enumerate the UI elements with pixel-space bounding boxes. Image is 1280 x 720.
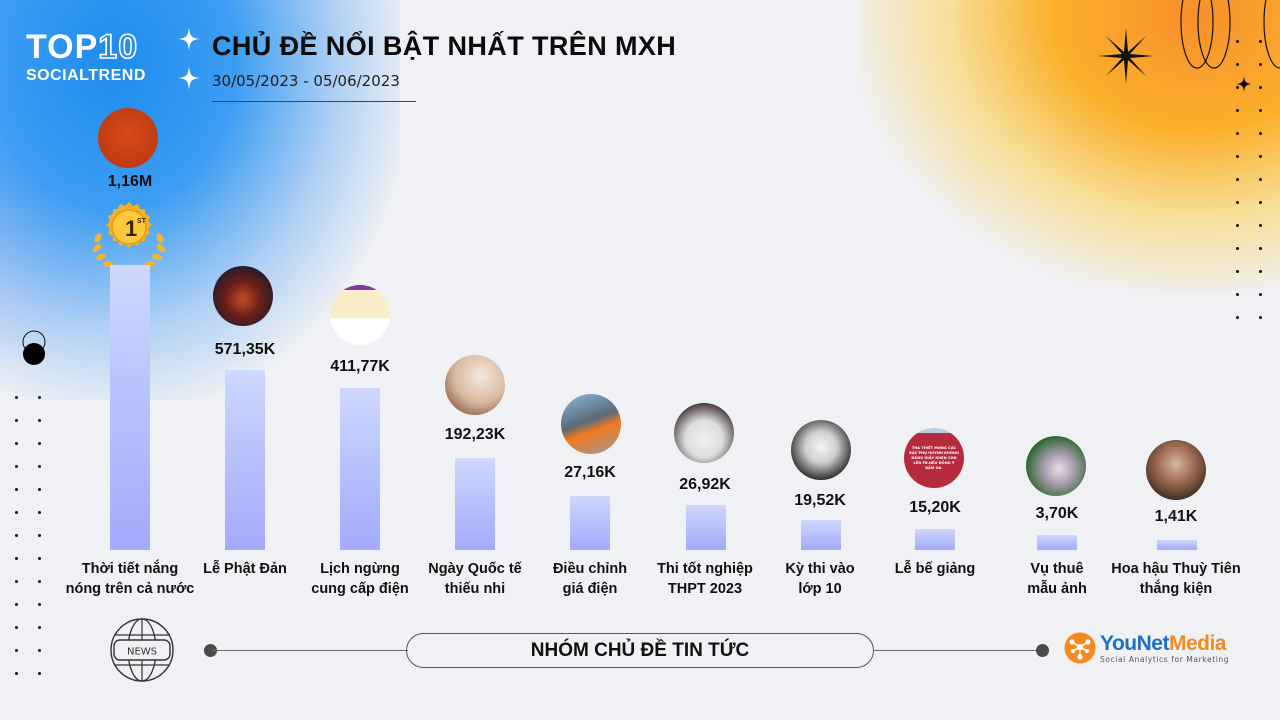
bar[interactable] [570,496,610,550]
brand-sub: SOCIALTREND [26,67,146,84]
date-underline [212,101,416,102]
bar-label: Lễ bế giảng [894,561,976,577]
bar-value: 411,77K [330,358,390,375]
news-globe-icon: NEWS [110,618,174,682]
timeline-dot-left [204,644,217,657]
date-range: 30/05/2023 - 05/06/2023 [212,72,400,90]
electricians-thumbnail [561,394,621,454]
students-exam-thumbnail [674,403,734,463]
dot-grid-right [1236,40,1262,319]
timeline-line-right [873,650,1037,651]
page-title: CHỦ ĐỀ NỔI BẬT NHẤT TRÊN MXH [212,31,677,61]
students-masks-thumbnail [791,420,851,480]
bar-value: 3,70K [1035,505,1079,522]
small-sparkle-icon [1236,76,1252,92]
bar[interactable] [455,458,495,550]
bar-value: 1,16M [107,173,153,190]
bar-label: Vụ thuê mẫu ảnh [1027,561,1087,597]
topic-group-pill: NHÓM CHỦ ĐỀ TIN TỨC [406,633,874,668]
bar[interactable] [225,370,265,550]
bar[interactable] [686,505,726,550]
svg-text:ST: ST [137,218,147,225]
brand-top-prefix: TOP [26,28,99,66]
younet-media-logo: YouNetMedia Social Analytics for Marketi… [1064,632,1229,664]
bar-label: Lịch ngừng cung cấp điện [311,561,409,597]
bar[interactable] [1037,535,1077,550]
bar-label: Ngày Quốc tế thiếu nhi [428,561,522,597]
bar-label: Thi tốt nghiệp THPT 2023 [657,561,753,597]
schedule-table-thumbnail [330,285,390,345]
logo-you: YouNet [1100,631,1169,655]
sparkle-icon [178,27,200,51]
bar[interactable] [110,265,150,550]
bar-value: 571,35K [214,341,276,358]
first-place-medal-icon: 1 ST [92,202,166,272]
dot-grid-left [15,396,41,675]
heat-map-thumbnail [98,108,158,168]
bar-value: 1,41K [1154,508,1198,525]
bar-value: 19,52K [794,492,846,509]
svg-text:NEWS: NEWS [127,647,157,658]
beauty-queen-thumbnail [1146,440,1206,500]
brand-top-number: 10 [97,28,139,66]
bar-value: 27,16K [564,464,616,481]
timeline-dot-right [1036,644,1049,657]
logo-media: Media [1168,631,1227,655]
network-node-icon [1064,632,1096,664]
bar-value: 192,23K [444,426,506,443]
star-burst-icon [1098,28,1154,84]
red-notice-thumbnail: THA THIẾT MONG CÁC BẬC PHỤ HUYNH KHÔNG Đ… [904,428,964,488]
bar-label: Thời tiết nắng nóng trên cả nước [65,561,195,597]
bar[interactable] [915,529,955,550]
bar-label: Hoa hậu Thuỳ Tiên thắng kiện [1111,561,1241,597]
logo-tagline: Social Analytics for Marketing [1100,654,1230,664]
bar[interactable] [801,520,841,550]
circle-ring-decoration [22,330,46,365]
bar[interactable] [1157,540,1197,550]
bar-label: Kỳ thi vào lớp 10 [785,561,855,597]
loop-rings-decoration [1180,0,1280,69]
temple-thumbnail [213,266,273,326]
model-portrait-thumbnail [1026,436,1086,496]
brand-logo: TOP10 SOCIALTREND [26,28,146,85]
sparkle-icon [178,66,200,90]
bar[interactable] [340,388,380,550]
bar-label: Điều chỉnh giá điện [552,561,628,597]
blue-glow [0,0,400,400]
bar-label: Lễ Phật Đản [203,561,287,577]
timeline-line-left [212,650,408,651]
bar-value: 26,92K [679,476,731,493]
svg-text:1: 1 [125,216,137,241]
bar-value: 15,20K [909,499,961,516]
child-thumbnail [445,355,505,415]
